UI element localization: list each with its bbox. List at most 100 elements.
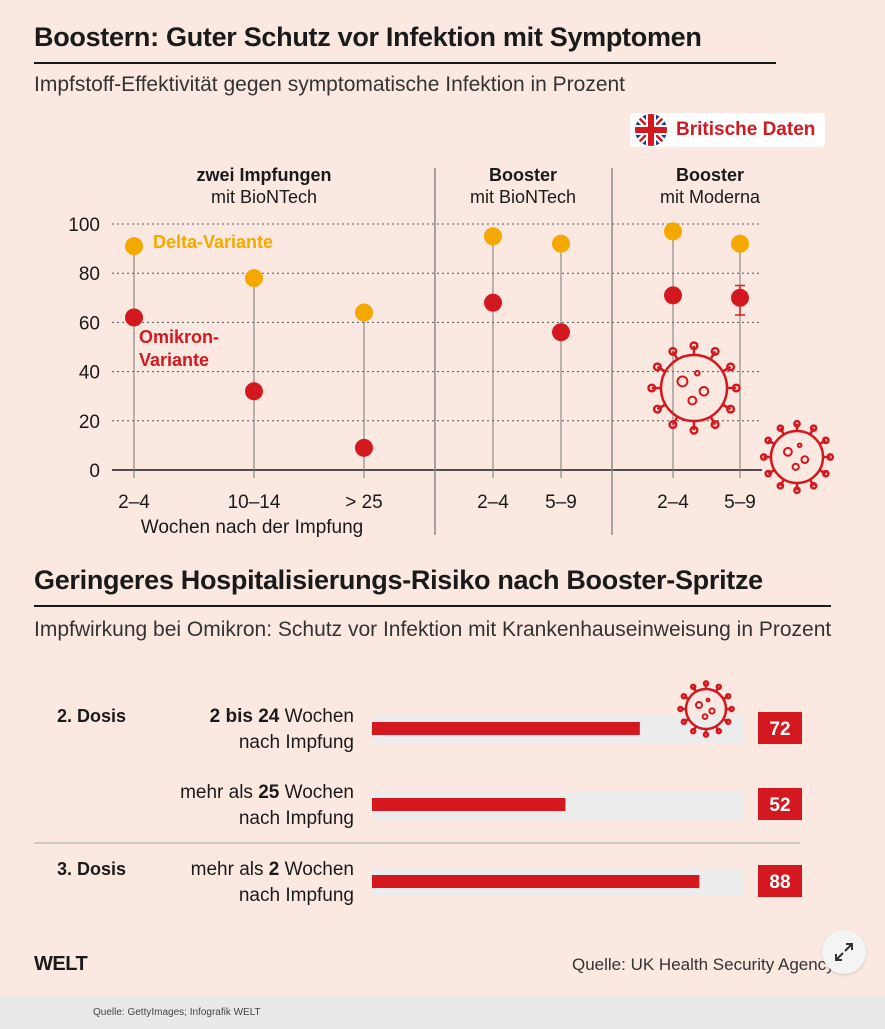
value-box xyxy=(758,865,802,897)
row-label-line2: nach Impfung xyxy=(239,808,354,829)
virus-icon xyxy=(677,680,735,738)
expand-button[interactable] xyxy=(822,930,866,974)
welt-logo: WELT xyxy=(34,953,88,975)
delta-point xyxy=(484,227,502,246)
virus-spike-tip xyxy=(724,692,732,700)
virus-spike-tip xyxy=(702,731,710,738)
dose-label: 2. Dosis xyxy=(57,706,126,726)
virus-spike xyxy=(709,415,717,426)
group-label-bold: Booster xyxy=(676,165,744,185)
bar xyxy=(372,875,700,888)
virus-dot xyxy=(800,455,810,464)
virus-body xyxy=(769,429,825,485)
omikron-point xyxy=(245,382,263,401)
omikron-point xyxy=(125,308,143,327)
row-label-pre: mehr als xyxy=(180,782,258,803)
x-tick-label: 2–4 xyxy=(477,492,509,513)
y-tick-label: 0 xyxy=(89,461,100,482)
chart-subtitle: Impfstoff-Effektivität gegen symptomatis… xyxy=(34,73,626,96)
chart2-title: Geringeres Hospitalisierungs-Risiko nach… xyxy=(34,565,763,595)
row-label-line2: nach Impfung xyxy=(239,885,354,906)
virus-spike-tip xyxy=(759,453,768,461)
value-box xyxy=(758,712,802,744)
omikron-point xyxy=(355,438,373,457)
virus-spike xyxy=(721,365,732,373)
virus-spike xyxy=(656,365,667,373)
delta-series-label: Delta-Variante xyxy=(153,232,273,252)
row-label-post: Wochen xyxy=(279,782,354,803)
row-label-bold: 2 bis 24 xyxy=(210,706,280,727)
delta-point xyxy=(552,234,570,253)
virus-spike-tip xyxy=(728,705,735,713)
row-label-post: Wochen xyxy=(279,859,354,880)
x-tick-label: 2–4 xyxy=(657,492,689,513)
row-label-post: Wochen xyxy=(279,706,354,727)
delta-point xyxy=(355,303,373,322)
omikron-point xyxy=(731,288,749,307)
virus-spike-tip xyxy=(724,718,732,726)
dose-label: 3. Dosis xyxy=(57,859,126,879)
x-axis-label: Wochen nach der Impfung xyxy=(141,517,364,538)
virus-icon xyxy=(759,419,835,495)
expand-icon xyxy=(835,943,853,961)
virus-spike-tip xyxy=(776,481,785,490)
virus-spike-tip xyxy=(809,481,818,490)
virus-spike xyxy=(671,415,679,426)
virus-spike-tip xyxy=(726,362,736,372)
virus-spike-tip xyxy=(680,692,688,700)
virus-spike-tip xyxy=(726,404,736,414)
virus-spike-tip xyxy=(826,453,835,461)
virus-spike-tip xyxy=(668,346,678,356)
row-label-line1: mehr als 2 Wochen xyxy=(191,859,354,880)
virus-dot xyxy=(693,369,701,377)
omikron-point xyxy=(552,323,570,342)
omikron-series-label-line1: Omikron- xyxy=(139,327,219,347)
virus-spike-tip xyxy=(702,680,710,687)
virus-spike-tip xyxy=(652,362,662,372)
virus-dot xyxy=(783,446,793,457)
row-label-pre: mehr als xyxy=(191,859,269,880)
group-label: mit BioNTech xyxy=(211,187,317,207)
hospitalization-chart: 2. Dosis 2 bis 24 Wochen nach Impfung 72 meh… xyxy=(34,680,802,906)
group-label-bold: zwei Impfungen xyxy=(197,165,332,185)
data-origin-badge: Britische Daten xyxy=(630,113,826,147)
source-note: Quelle: UK Health Security Agency xyxy=(572,955,835,974)
footer-bar: Quelle: GettyImages; Infografik WELT xyxy=(0,995,885,1029)
title-underline xyxy=(34,62,776,64)
virus-spike-tip xyxy=(793,419,801,428)
y-tick-label: 40 xyxy=(79,363,100,384)
bar-value-label: 52 xyxy=(769,795,790,816)
bar-value-label: 88 xyxy=(769,872,790,893)
virus-spike xyxy=(721,403,732,411)
row-label-bold: 2 xyxy=(269,859,280,880)
omikron-point xyxy=(484,293,502,312)
footer-credit: Quelle: GettyImages; Infografik WELT xyxy=(93,1007,261,1018)
virus-spike-tip xyxy=(809,424,818,433)
x-tick-label: 2–4 xyxy=(118,492,150,513)
y-tick-label: 100 xyxy=(68,215,100,236)
virus-spike-tip xyxy=(821,436,830,445)
virus-dot xyxy=(708,707,716,715)
virus-dot xyxy=(676,375,689,388)
title2-underline xyxy=(34,605,831,607)
row-label-line2: nach Impfung xyxy=(239,732,354,753)
virus-spike-tip xyxy=(689,727,697,735)
chart2-subtitle: Impfwirkung bei Omikron: Schutz vor Infe… xyxy=(34,618,832,641)
virus-spike-tip xyxy=(776,424,785,433)
y-tick-label: 60 xyxy=(79,313,100,334)
virus-dot xyxy=(791,462,800,472)
delta-point xyxy=(664,222,682,241)
row-label-line1: 2 bis 24 Wochen xyxy=(210,706,354,727)
bar-value-label: 72 xyxy=(769,719,790,740)
virus-spike xyxy=(709,350,717,361)
virus-spike-tip xyxy=(689,425,699,435)
bar xyxy=(372,798,566,811)
row-label-line1: mehr als 25 Wochen xyxy=(180,782,354,803)
virus-spike-tip xyxy=(689,683,697,691)
y-tick-label: 20 xyxy=(79,412,100,433)
x-tick-label: 10–14 xyxy=(228,492,281,513)
row-label-bold: 25 xyxy=(258,782,280,803)
virus-dot xyxy=(698,386,710,397)
x-tick-label: 5–9 xyxy=(545,492,577,513)
